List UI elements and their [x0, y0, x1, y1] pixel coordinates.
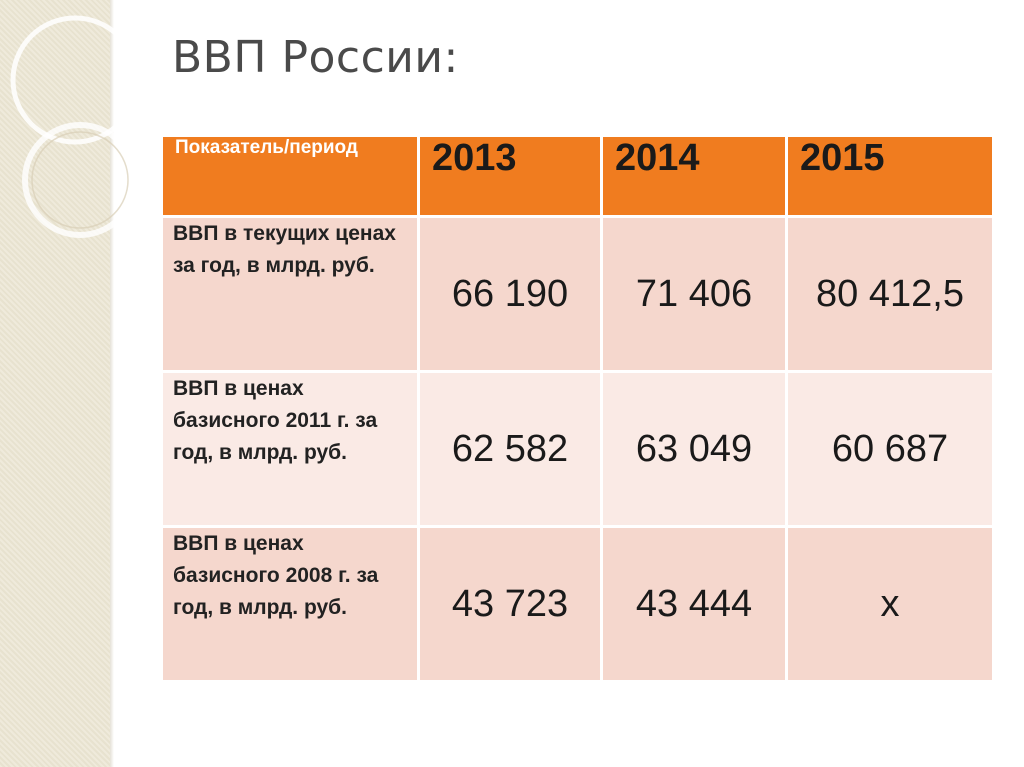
table-cell: 63 049 — [603, 373, 785, 525]
row-label: ВВП в ценах базисного 2011 г. за год, в … — [163, 373, 417, 525]
row-label: ВВП в текущих ценах за год, в млрд. руб. — [163, 218, 417, 370]
row-label: ВВП в ценах базисного 2008 г. за год, в … — [163, 528, 417, 680]
table-cell: 62 582 — [420, 373, 600, 525]
table-cell: 60 687 — [788, 373, 992, 525]
table-cell: 43 444 — [603, 528, 785, 680]
slide-title: ВВП России: — [172, 32, 459, 83]
header-indicator-period: Показатель/период — [163, 137, 417, 215]
table-cell: 66 190 — [420, 218, 600, 370]
decorative-rings-icon — [10, 15, 140, 238]
side-band-shadow — [110, 0, 114, 767]
header-year-2013: 2013 — [420, 137, 600, 215]
table-header-row: Показатель/период 2013 2014 2015 — [163, 137, 992, 215]
gdp-table: Показатель/период 2013 2014 2015 ВВП в т… — [160, 134, 995, 683]
table-row: ВВП в ценах базисного 2008 г. за год, в … — [163, 528, 992, 680]
table-cell: 71 406 — [603, 218, 785, 370]
table-row: ВВП в текущих ценах за год, в млрд. руб.… — [163, 218, 992, 370]
header-year-2015: 2015 — [788, 137, 992, 215]
table-cell: 80 412,5 — [788, 218, 992, 370]
table-cell: х — [788, 528, 992, 680]
table-cell: 43 723 — [420, 528, 600, 680]
header-year-2014: 2014 — [603, 137, 785, 215]
table-row: ВВП в ценах базисного 2011 г. за год, в … — [163, 373, 992, 525]
